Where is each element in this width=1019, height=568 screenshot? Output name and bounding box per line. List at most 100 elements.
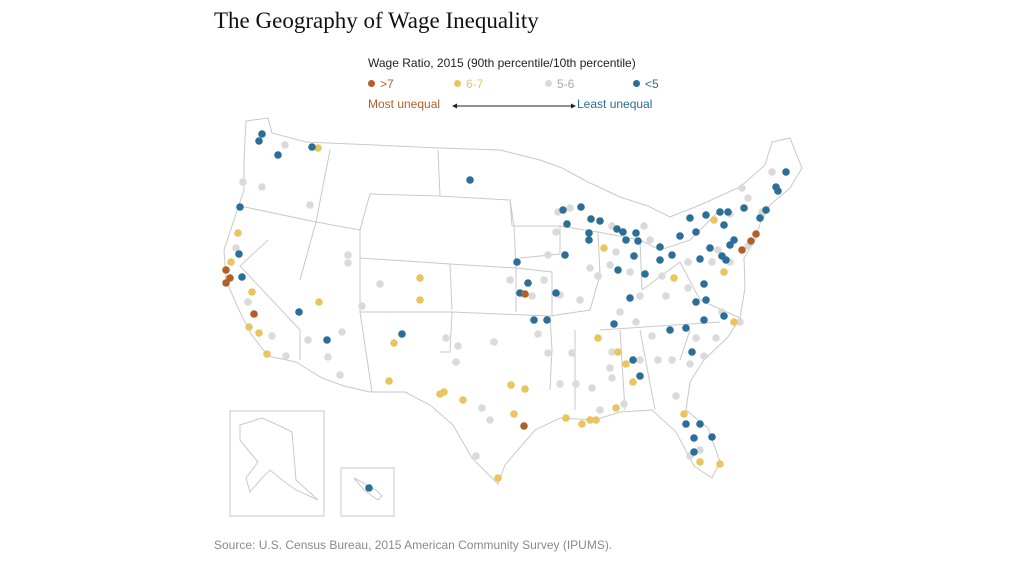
- dot: [308, 143, 316, 151]
- dot: [561, 251, 569, 259]
- dot: [440, 388, 448, 396]
- dot: [544, 349, 552, 357]
- dot: [506, 276, 514, 284]
- dot: [646, 236, 654, 244]
- dot: [696, 255, 704, 263]
- dot: [596, 217, 604, 225]
- dot: [613, 225, 621, 233]
- dot: [614, 266, 622, 274]
- dot: [747, 237, 755, 245]
- dot: [720, 221, 728, 229]
- dot: [654, 356, 662, 364]
- dot: [710, 216, 718, 224]
- dot: [636, 372, 644, 380]
- dot: [636, 356, 644, 364]
- dot: [708, 258, 716, 266]
- dot: [222, 279, 230, 287]
- dot: [323, 336, 331, 344]
- dot: [344, 251, 352, 259]
- dot: [619, 228, 627, 236]
- dot: [708, 433, 716, 441]
- legend-title: Wage Ratio, 2015 (90th percentile/10th p…: [368, 56, 636, 70]
- dot: [606, 261, 614, 269]
- dot: [222, 266, 230, 274]
- dot: [668, 251, 676, 259]
- dot: [762, 206, 770, 214]
- dot: [232, 244, 240, 252]
- dot: [528, 292, 536, 300]
- dot: [365, 484, 373, 492]
- dot: [586, 264, 594, 272]
- us-outline: [223, 117, 803, 485]
- dot: [416, 296, 424, 304]
- dot: [306, 201, 314, 209]
- dot: [632, 318, 640, 326]
- dot: [295, 308, 303, 316]
- dot: [544, 251, 552, 259]
- dot: [752, 230, 760, 238]
- dot: [712, 334, 720, 342]
- dot: [744, 194, 752, 202]
- legend-label-gt7: >7: [380, 77, 394, 91]
- dot: [632, 229, 640, 237]
- dot: [585, 236, 593, 244]
- dot: [385, 377, 393, 385]
- dot: [358, 302, 366, 310]
- dot: [690, 448, 698, 456]
- dot: [641, 270, 649, 278]
- dot: [636, 292, 644, 300]
- dot: [720, 312, 728, 320]
- dot: [756, 214, 764, 222]
- legend-label-6-7: 6-7: [466, 77, 484, 91]
- dot: [454, 342, 462, 350]
- dot: [736, 318, 744, 326]
- dot: [248, 288, 256, 296]
- dot: [692, 228, 700, 236]
- dot: [738, 246, 746, 254]
- dot: [478, 404, 486, 412]
- dot: [566, 204, 574, 212]
- dot: [672, 392, 680, 400]
- dot: [336, 371, 344, 379]
- dot: [304, 336, 312, 344]
- dot: [416, 274, 424, 282]
- legend-item-lt5: <5: [633, 77, 659, 91]
- dot: [730, 318, 738, 326]
- dot: [520, 422, 528, 430]
- dot: [688, 348, 696, 356]
- dot: [586, 416, 594, 424]
- dot: [714, 246, 722, 254]
- dot: [656, 243, 664, 251]
- dot: [684, 284, 692, 292]
- dot: [559, 206, 567, 214]
- dot: [472, 452, 480, 460]
- legend-dot-6-7: [454, 80, 461, 88]
- dot: [684, 258, 692, 266]
- dot: [696, 446, 704, 454]
- dots-brown: [222, 230, 760, 430]
- dot: [774, 187, 782, 195]
- dots-yellow: [227, 144, 738, 482]
- dot: [315, 298, 323, 306]
- legend-dot-5-6: [545, 80, 552, 88]
- legend-label-lt5: <5: [645, 77, 659, 91]
- dot: [782, 168, 790, 176]
- dot: [578, 420, 586, 428]
- dot: [238, 273, 246, 281]
- dot: [344, 259, 352, 267]
- dot: [612, 248, 620, 256]
- dot: [592, 416, 600, 424]
- dot: [338, 328, 346, 336]
- legend-dot-lt5: [633, 80, 640, 88]
- dot: [594, 272, 602, 280]
- dot: [255, 137, 263, 145]
- dot: [670, 274, 678, 282]
- dot: [314, 144, 322, 152]
- hawaii-inset: [340, 467, 395, 517]
- dot: [235, 250, 243, 258]
- dot: [540, 276, 548, 284]
- dot: [622, 360, 630, 368]
- dot: [459, 396, 467, 404]
- dot: [490, 338, 498, 346]
